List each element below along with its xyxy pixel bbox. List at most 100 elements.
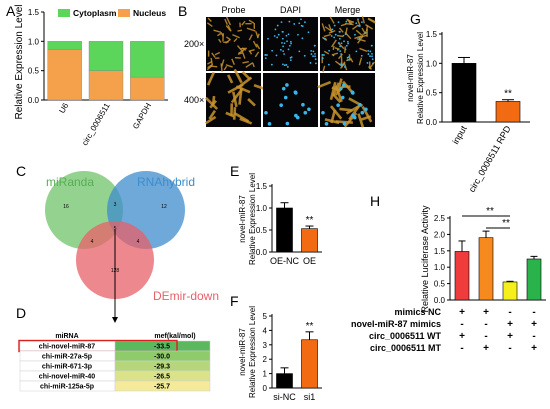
nucleus-dot (286, 40, 288, 43)
nucleus-dot (360, 110, 365, 115)
significance-mark: ** (306, 215, 314, 226)
nucleus-dot (288, 44, 291, 47)
legend-label: Nucleus (133, 8, 166, 18)
nucleus-dot (276, 36, 279, 39)
table-row: chi-miR-125a-5p -25.7 (19, 380, 211, 392)
nucleus-dot (338, 41, 340, 44)
stacked-bar-segment (88, 41, 124, 71)
panel-f-chart: 0 1 2 3 4 5 novel-miR-87Relative Expression Le… (238, 306, 322, 402)
nucleus-dot (264, 110, 268, 115)
cell-stroke (358, 57, 363, 66)
condition-sign: - (484, 319, 487, 330)
cell-stroke (348, 105, 360, 121)
table-cell-value (114, 380, 211, 392)
y-tick-label: 1.0 (28, 37, 40, 46)
cell-stroke (208, 109, 216, 120)
y-tick-label: 3 (263, 341, 268, 350)
nucleus-dot (354, 33, 356, 36)
nucleus-dot (358, 102, 362, 107)
nucleus-dot (313, 44, 316, 47)
nucleus-dot (282, 30, 284, 33)
nucleus-dot (332, 54, 335, 57)
y-tick-label: 2.5 (434, 214, 446, 223)
nucleus-dot (281, 86, 286, 91)
bar (276, 207, 293, 253)
panel-label-g: G (410, 11, 421, 27)
cell-stroke (336, 78, 343, 92)
condition-sign: + (507, 331, 513, 342)
condition-sign: - (508, 343, 511, 354)
table-mirna-name: chi-miR-125a-5p (40, 384, 94, 391)
y-tick-label: 5 (263, 312, 268, 321)
table-row: chi-novel-miR-40 -26.5 (19, 370, 211, 382)
nucleus-dot (355, 22, 358, 25)
condition-label: mimics NC (394, 307, 441, 317)
cell-stroke (241, 20, 246, 26)
cell-stroke (223, 41, 229, 43)
condition-sign: + (483, 307, 489, 318)
cell-stroke (252, 40, 258, 48)
table-mirna-name: chi-miR-27a-5p (42, 354, 92, 361)
bar (454, 251, 470, 301)
cell-stroke (225, 16, 232, 26)
cell-stroke (233, 68, 243, 84)
nucleus-dot (347, 56, 350, 59)
bar (495, 101, 521, 123)
condition-sign: + (459, 307, 465, 318)
cell-stroke (357, 19, 361, 27)
cell-stroke (213, 29, 222, 33)
cell-stroke (252, 62, 255, 68)
nucleus-dot (334, 33, 337, 36)
panel-label-f: F (230, 293, 239, 309)
nucleus-dot (307, 107, 311, 112)
nucleus-dot (347, 42, 349, 45)
condition-label: novel-miR-87 mimics (351, 319, 441, 329)
stacked-bar-segment (88, 70, 124, 101)
cell-stroke (361, 106, 373, 123)
cell-stroke (241, 70, 251, 81)
nucleus-dot (343, 40, 345, 43)
nucleus-dot (283, 42, 286, 45)
cell-stroke (237, 52, 244, 55)
nucleus-dot (324, 122, 329, 126)
category-label: U6 (57, 101, 70, 115)
nucleus-dot (314, 52, 316, 55)
nucleus-dot (360, 54, 363, 57)
condition-sign: + (459, 331, 465, 342)
microscopy-background (263, 73, 318, 127)
y-tick-label: 2.0 (434, 230, 446, 239)
nucleus-dot (361, 21, 363, 24)
bar (451, 63, 477, 123)
nucleus-dot (270, 63, 273, 66)
nucleus-dot (352, 115, 357, 120)
cell-stroke (245, 62, 254, 68)
cell-stroke (332, 82, 340, 97)
venn-count-abc: 5 (114, 226, 117, 232)
nucleus-dot (358, 37, 361, 40)
nucleus-dot (289, 40, 292, 43)
cell-stroke (218, 38, 222, 43)
cell-stroke (340, 23, 347, 27)
cell-stroke (232, 33, 240, 39)
y-axis-label: Relative Luciferase Activity (420, 205, 430, 313)
nucleus-dot (310, 53, 313, 55)
table-header-row (20, 330, 210, 340)
nucleus-dot (287, 48, 290, 51)
nucleus-dot (294, 91, 298, 95)
table-row: chi-novel-miR-87 -33.5 (18, 339, 211, 353)
cell-stroke (204, 96, 219, 110)
nucleus-dot (351, 91, 355, 95)
stacked-bar-segment (130, 76, 165, 101)
cell-stroke (246, 27, 256, 32)
table-row: chi-miR-671-3p -29.3 (19, 360, 211, 372)
bar (301, 228, 318, 253)
nucleus-dot (283, 95, 288, 100)
microscopy-column-label: Merge (335, 5, 361, 15)
bar (526, 258, 542, 301)
cell-stroke (332, 93, 342, 104)
nucleus-dot (312, 55, 314, 58)
nucleus-dot (282, 50, 285, 53)
y-tick-label: 1.0 (426, 59, 438, 68)
nucleus-dot (298, 50, 301, 53)
bar (502, 281, 518, 301)
